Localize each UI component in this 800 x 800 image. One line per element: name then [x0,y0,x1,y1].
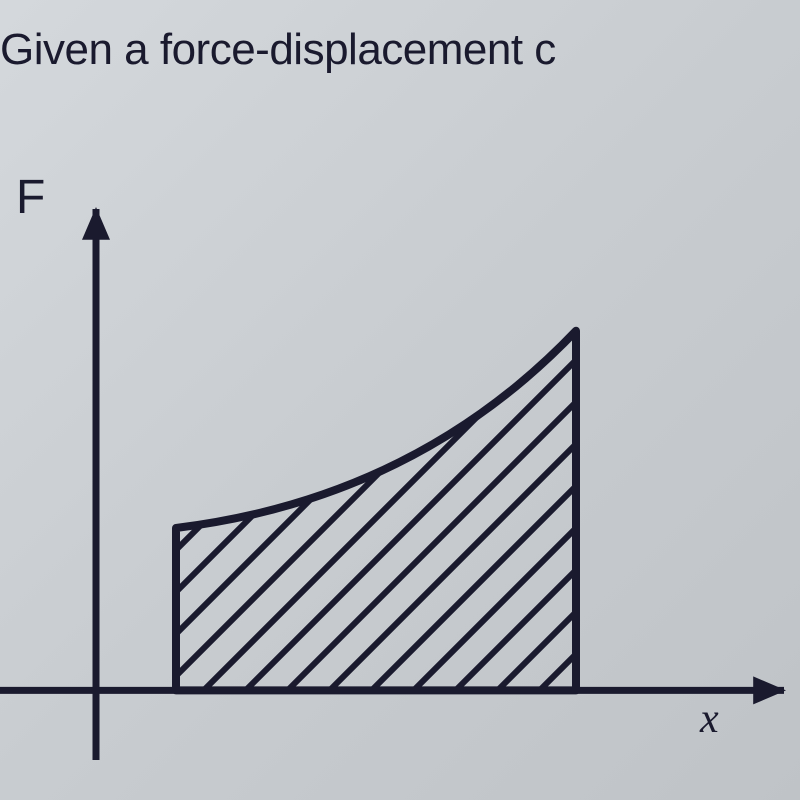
question-text: Given a force-displacement c [0,25,556,75]
chart-container [0,180,800,760]
force-displacement-chart [0,180,800,760]
